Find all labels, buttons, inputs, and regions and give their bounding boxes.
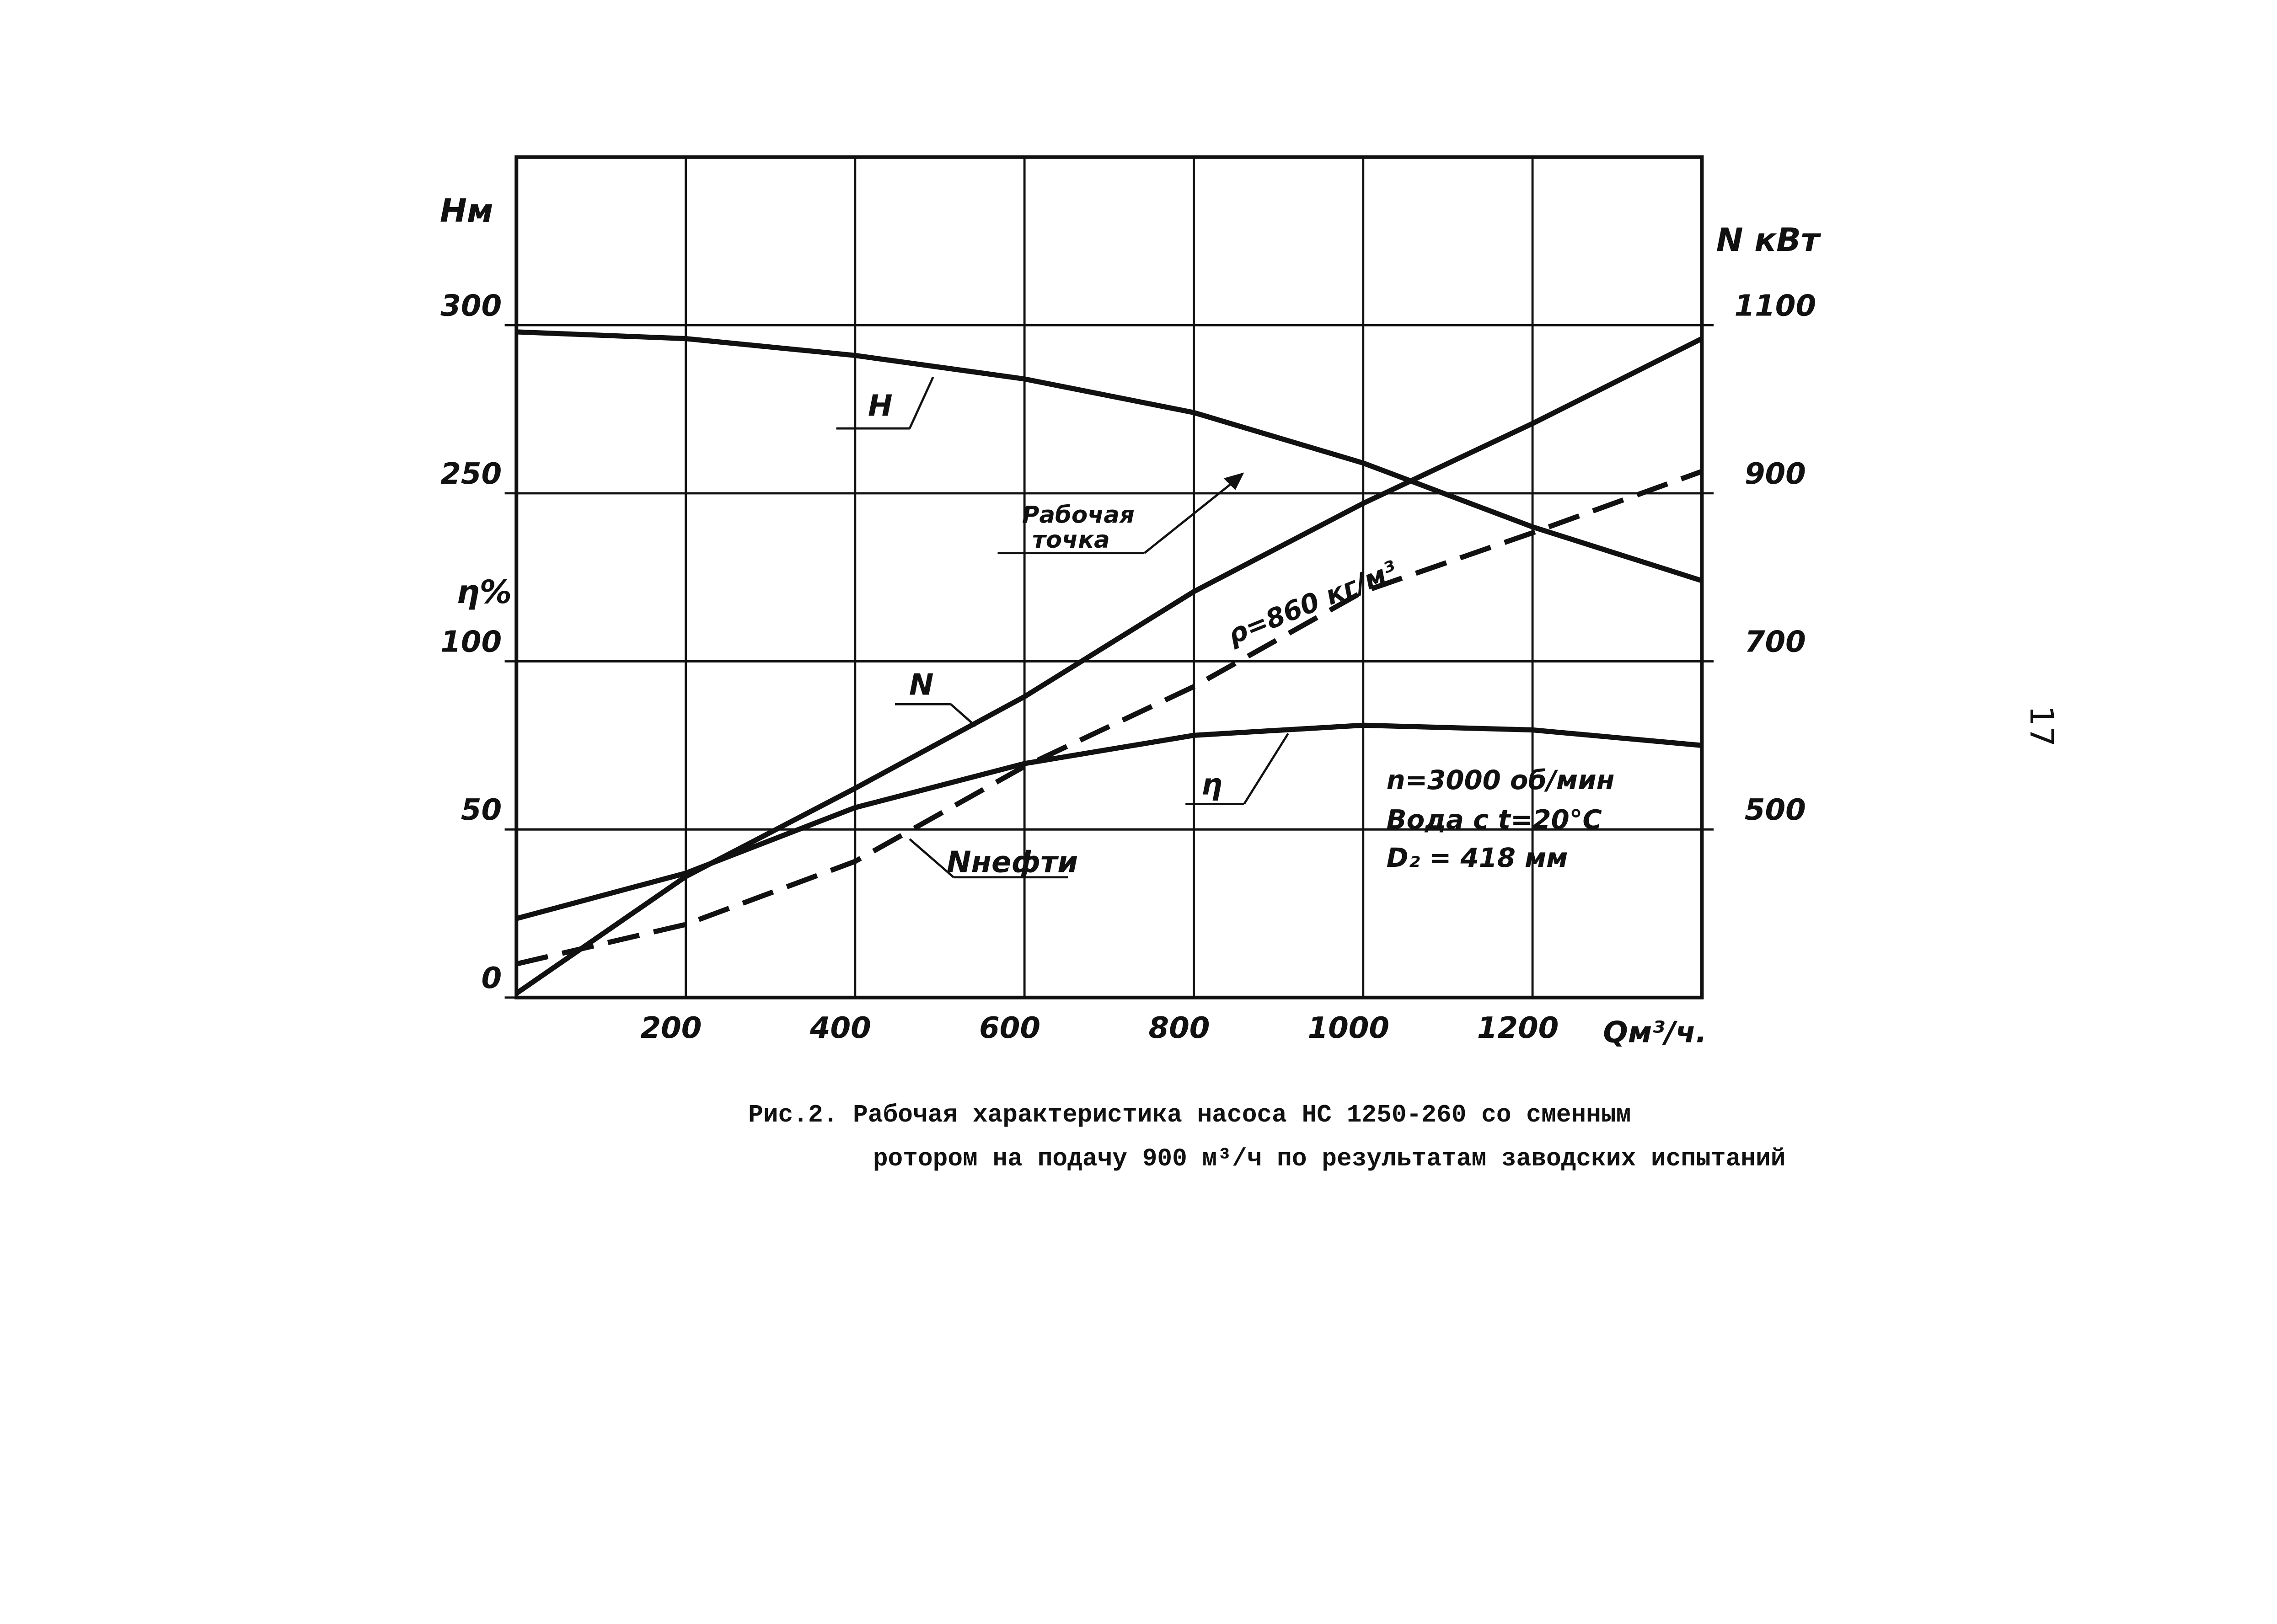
y-tick-label: 300 xyxy=(440,288,502,323)
page-number: 17 xyxy=(2023,705,2061,747)
y-tick-label: 700 xyxy=(1745,625,1806,659)
x-tick-label: 200 xyxy=(641,1011,702,1045)
x-tick-label: 800 xyxy=(1148,1011,1210,1045)
series-label: Nнефти xyxy=(947,845,1078,879)
annotation: D₂ = 418 мм xyxy=(1387,842,1568,873)
x-axis-label: Qм³/ч. xyxy=(1603,1015,1707,1050)
leader-line xyxy=(908,376,934,429)
series-label: N xyxy=(909,668,934,702)
y-tick-label: 50 xyxy=(461,793,502,827)
caption-line: ротором на подачу 900 м³/ч по результата… xyxy=(873,1145,1786,1173)
annotation: точка xyxy=(1032,526,1110,554)
leader-line xyxy=(1143,476,1241,554)
y-tick-label: 900 xyxy=(1745,457,1806,491)
y-tick-label: 500 xyxy=(1745,793,1806,827)
series-line xyxy=(515,722,1702,921)
x-tick-label: 1200 xyxy=(1477,1011,1559,1045)
annotation: ρ=860 кг/м³ xyxy=(1223,555,1402,651)
leader-line xyxy=(909,838,954,878)
leader-line xyxy=(1243,733,1289,805)
y-tick-label: 0 xyxy=(482,961,502,995)
x-tick-label: 400 xyxy=(809,1011,871,1045)
x-tick-label: 600 xyxy=(979,1011,1040,1045)
annotation: Вода с t=20°C xyxy=(1387,804,1602,835)
y-tick-label: 100 xyxy=(440,625,502,659)
y-axis-label: Hм xyxy=(440,192,493,230)
series-line xyxy=(516,329,1703,583)
series-line xyxy=(515,336,1703,996)
series-label: η xyxy=(1201,767,1222,801)
annotation: n=3000 об/мин xyxy=(1387,764,1615,796)
y2-axis-label: N кВт xyxy=(1716,221,1822,259)
arrow-head xyxy=(1223,472,1244,490)
caption-line: Рис.2. Рабочая характеристика насоса НС … xyxy=(748,1101,1631,1129)
y3-axis-label: η% xyxy=(456,573,512,611)
series-line xyxy=(515,469,1703,967)
y-tick-label: 250 xyxy=(440,457,502,491)
x-tick-label: 1000 xyxy=(1307,1011,1389,1045)
annotation: Рабочая xyxy=(1022,502,1135,529)
series-label: H xyxy=(868,389,893,423)
leader-line xyxy=(950,703,976,727)
y-tick-label: 1100 xyxy=(1735,288,1816,323)
